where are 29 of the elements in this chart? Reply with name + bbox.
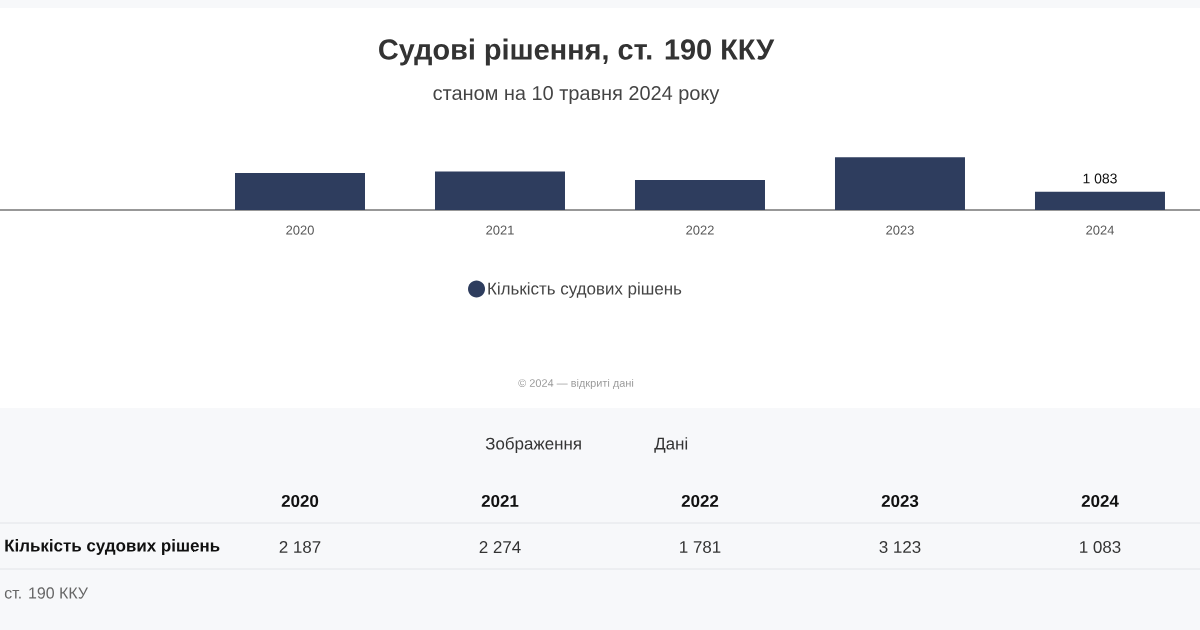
- legend-label: Кількість судових рішень: [488, 282, 682, 298]
- data-label: 2 274: [479, 541, 521, 553]
- text: Зображення: [485, 437, 581, 453]
- category-label: 2022: [686, 225, 714, 235]
- text: ст. 190 ККУ: [4, 587, 89, 599]
- x-tick-label: 2020: [281, 495, 319, 507]
- text: Кількість судових рішень: [5, 539, 220, 555]
- category-label: 2020: [286, 225, 314, 235]
- bar: [1034, 191, 1165, 210]
- text: © 2024 — відкриті дані: [518, 378, 634, 390]
- x-tick-label: 2021: [481, 495, 519, 507]
- x-tick-label: 2022: [681, 495, 719, 507]
- data-label: 1 781: [680, 541, 721, 553]
- chart-subtitle: станом на 10 травня 2024 року: [433, 85, 720, 105]
- data-label: 2 187: [279, 541, 321, 553]
- data-label: 1 083: [1080, 541, 1121, 553]
- bar: [834, 157, 965, 210]
- bar: [634, 179, 765, 210]
- category-label: 2021: [486, 225, 514, 235]
- bar: [434, 171, 565, 210]
- annotation: 1 083: [1083, 173, 1117, 184]
- category-label: 2024: [1086, 225, 1115, 235]
- x-tick-label: 2023: [881, 494, 919, 507]
- text: Дані: [654, 437, 688, 453]
- bar: [235, 173, 365, 210]
- x-tick-label: 2024: [1081, 495, 1119, 507]
- chart-title: Судові рішення, ст. 190 ККУ: [379, 38, 775, 66]
- category-label: 2023: [886, 225, 914, 235]
- data-label: 3 123: [879, 541, 921, 553]
